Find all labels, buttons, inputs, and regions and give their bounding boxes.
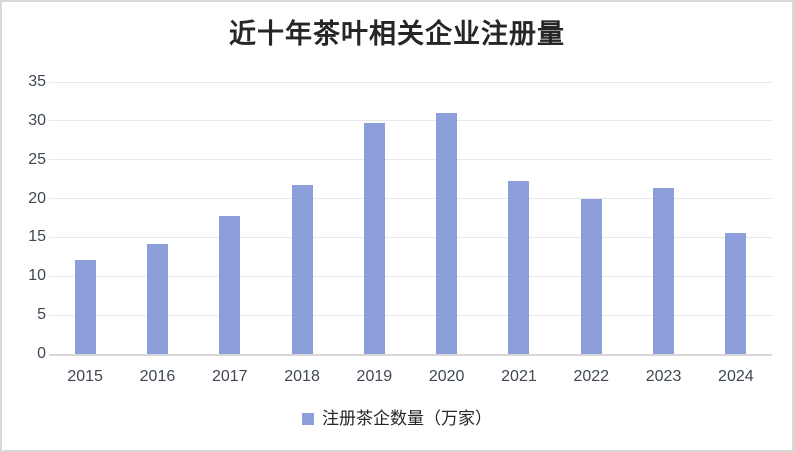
gridline-35 xyxy=(49,81,772,83)
gridline-10 xyxy=(49,275,772,277)
bar-2024 xyxy=(725,232,747,354)
y-axis-tick-label-35: 35 xyxy=(28,73,46,90)
x-axis-label-2023: 2023 xyxy=(645,368,682,385)
x-axis-line xyxy=(49,354,772,356)
x-axis-label-2018: 2018 xyxy=(284,368,320,385)
gridline-20 xyxy=(49,198,772,200)
legend-label: 注册茶企数量（万家） xyxy=(322,409,492,429)
bar-2016 xyxy=(146,244,168,354)
x-axis-label-2024: 2024 xyxy=(718,368,754,385)
y-axis-tick-label-15: 15 xyxy=(28,228,46,246)
legend-swatch-icon xyxy=(302,413,314,425)
gridline-5 xyxy=(49,314,772,316)
x-axis-label-2016: 2016 xyxy=(139,368,176,385)
x-axis-label-2015: 2015 xyxy=(67,368,103,385)
bar-2021 xyxy=(508,181,530,354)
y-axis-tick-label-10: 10 xyxy=(28,267,46,285)
bar-2022 xyxy=(580,198,602,354)
gridline-25 xyxy=(49,159,772,161)
y-axis-tick-label-0: 0 xyxy=(37,345,46,362)
y-axis-tick-label-20: 20 xyxy=(28,189,46,207)
gridline-30 xyxy=(49,120,772,122)
x-axis-label-2019: 2019 xyxy=(356,368,393,385)
y-axis-tick-label-30: 30 xyxy=(28,111,46,129)
gridline-15 xyxy=(49,236,772,238)
x-axis-label-2017: 2017 xyxy=(211,368,248,385)
bar-2015 xyxy=(74,259,96,354)
legend: 注册茶企数量（万家） xyxy=(2,409,792,429)
bar-2020 xyxy=(436,113,458,354)
bar-2023 xyxy=(653,187,675,354)
x-axis-label-2022: 2022 xyxy=(573,368,610,385)
y-axis-tick-label-5: 5 xyxy=(37,306,46,324)
bar-2017 xyxy=(219,215,241,354)
bar-2018 xyxy=(291,184,313,354)
y-axis-tick-label-25: 25 xyxy=(28,150,46,168)
bar-2019 xyxy=(363,123,385,354)
x-axis-label-2020: 2020 xyxy=(428,368,465,385)
chart-title: 近十年茶叶相关企业注册量 xyxy=(229,19,565,50)
plot-area xyxy=(49,81,772,356)
x-axis-label-2021: 2021 xyxy=(501,368,537,385)
